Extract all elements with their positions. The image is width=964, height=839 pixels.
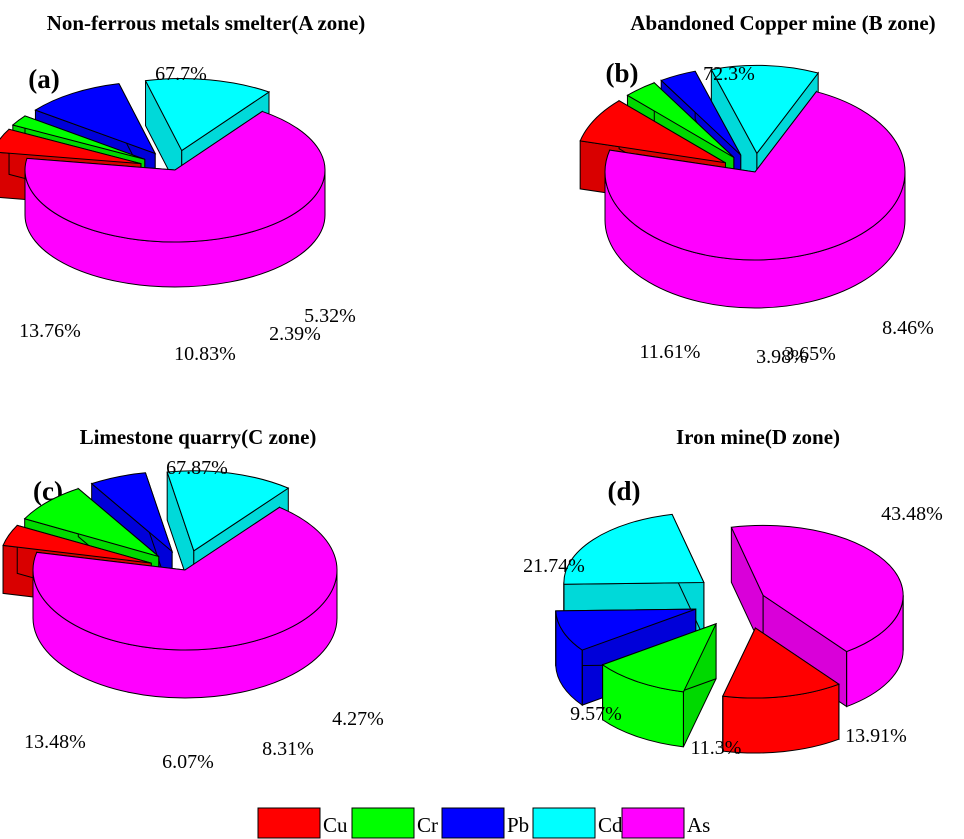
legend-swatch: [532, 807, 596, 839]
legend-label: Cd: [598, 813, 623, 837]
legend-label: Cu: [323, 813, 348, 837]
slice-label-pb: 6.07%: [162, 751, 214, 773]
slice-label-cu: 5.32%: [304, 305, 356, 327]
slice-label-cu: 8.46%: [882, 317, 934, 339]
slice-label-cd: 11.61%: [640, 341, 701, 363]
slice-label-cu: 4.27%: [332, 708, 384, 730]
slice-label-cu: 13.91%: [845, 725, 907, 747]
legend-label: Pb: [507, 813, 529, 837]
legend-swatch: [441, 807, 505, 839]
pie-slice-as: [32, 506, 338, 699]
slice-label-cd: 13.76%: [19, 320, 81, 342]
panel-title: Non-ferrous metals smelter(A zone): [47, 11, 366, 35]
pie-panel-a: Non-ferrous metals smelter(A zone) (a) 67.…: [0, 11, 365, 365]
slice-label-as: 67.7%: [155, 63, 207, 85]
panel-title: Abandoned Copper mine (B zone): [630, 11, 935, 35]
legend-swatch: [257, 807, 321, 839]
legend-item-cd: Cd: [532, 807, 623, 839]
legend-item-pb: Pb: [441, 807, 529, 839]
slice-label-cd: 21.74%: [523, 555, 585, 577]
pie-slice-cu: [722, 627, 840, 754]
pie-slice-as: [604, 90, 906, 309]
pie-panel-c: Limestone quarry(C zone)(c)67.87%4.27%8.…: [2, 425, 384, 773]
panel-label: (b): [606, 58, 639, 88]
panel-title: Iron mine(D zone): [676, 425, 840, 449]
legend-label: Cr: [417, 813, 438, 837]
slice-label-cr: 11.3%: [691, 737, 742, 759]
slice-label-pb: 3.98%: [756, 346, 808, 368]
pie-panel-d: Iron mine(D zone) (d) 43.48% 13.91% 11.3% 9.5…: [523, 425, 943, 759]
slice-label-as: 43.48%: [881, 503, 943, 525]
panel-label: (a): [28, 64, 59, 94]
pie-panel-b: Abandoned Copper mine (B zone) (b) 72.3% 8.…: [579, 11, 936, 368]
pie-slice-as: [24, 110, 326, 288]
panel-title: Limestone quarry(C zone): [80, 425, 317, 449]
legend-item-cu: Cu: [257, 807, 348, 839]
slice-label-pb: 10.83%: [174, 343, 236, 365]
legend: Cu Cr Pb Cd As: [257, 807, 710, 839]
slice-label-cr: 8.31%: [262, 738, 314, 760]
legend-swatch: [621, 807, 685, 839]
slice-label-pb: 9.57%: [570, 703, 622, 725]
legend-swatch: [351, 807, 415, 839]
pie-slice-cr: [601, 622, 718, 748]
legend-item-cr: Cr: [351, 807, 438, 839]
panel-label: (d): [608, 476, 641, 506]
slice-label-cd: 13.48%: [24, 731, 86, 753]
slice-label-cr: 2.39%: [269, 323, 321, 345]
slice-label-cr: 3.65%: [784, 343, 836, 365]
legend-label: As: [687, 813, 710, 837]
slice-label-as: 72.3%: [703, 63, 755, 85]
legend-item-as: As: [621, 807, 710, 839]
slice-label-as: 67.87%: [166, 457, 228, 479]
